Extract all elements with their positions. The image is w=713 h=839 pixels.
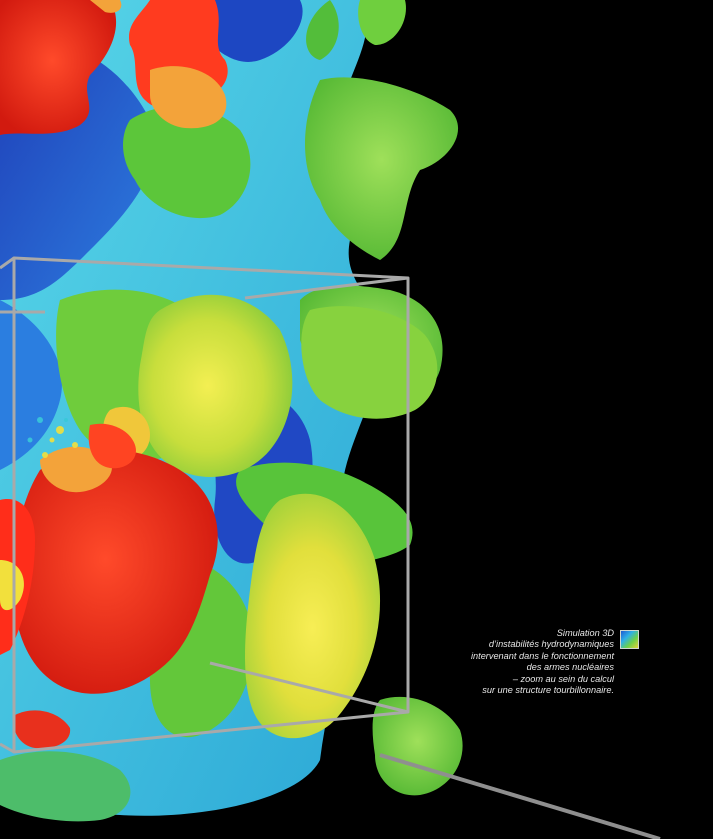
caption-line-1: Simulation 3D: [556, 628, 614, 638]
zoom-guide-line: [379, 753, 661, 839]
zoom-box-wireframe: [0, 256, 410, 754]
simulation-thumbnail-icon: [620, 630, 639, 649]
caption-line-3: intervenant dans le fonctionnement: [470, 650, 614, 661]
simulation-caption: Simulation 3D d’instabilités hydrodynami…: [384, 628, 614, 696]
caption-line-5: – zoom au sein du calcul: [512, 673, 614, 684]
caption-line-6: sur une structure tourbillonnaire.: [482, 685, 614, 696]
caption-line-2: d’instabilités hydrodynamiques: [488, 639, 614, 650]
caption-line-4: des armes nucléaires: [526, 662, 614, 673]
